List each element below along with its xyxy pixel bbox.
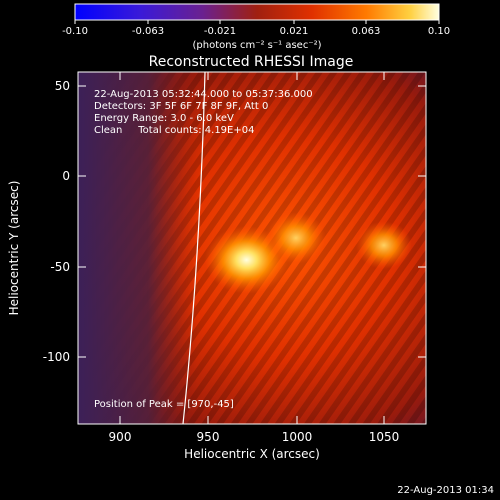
plot-title: Reconstructed RHESSI Image: [148, 54, 354, 70]
colorbar-tick-label: -0.10: [62, 26, 88, 37]
x-axis-ticks: [119, 72, 385, 424]
source-2: [265, 211, 326, 264]
y-tick-label: 50: [54, 79, 70, 93]
colorbar-units: (photons cm⁻² s⁻¹ asec⁻²): [192, 40, 322, 51]
source-3: [355, 221, 412, 270]
x-axis-label: Heliocentric X (arcsec): [184, 447, 320, 461]
plot-frame: [77, 71, 427, 425]
colorbar-tick-label: -0.063: [131, 26, 165, 37]
y-axis-label: Heliocentric Y (arcsec): [7, 180, 21, 316]
x-tick-label: 950: [196, 430, 220, 444]
image-panel: [78, 72, 426, 424]
colorbar-ticks: [74, 20, 440, 24]
y-axis-ticks: [78, 85, 426, 358]
x-tick-label: 900: [108, 430, 132, 444]
x-tick-label: 1050: [368, 430, 400, 444]
solar-limb-line: [182, 72, 206, 424]
colorbar-tick-label: -0.021: [203, 26, 237, 37]
peak-position-text: Position of Peak = [970,-45]: [94, 399, 234, 410]
colorbar: [74, 3, 440, 21]
detectors-text: Detectors: 3F 5F 6F 7F 8F 9F, Att 0: [94, 101, 269, 112]
footer-timestamp: 22-Aug-2013 01:34: [397, 485, 494, 496]
clean-counts-text: Clean Total counts: 4.19E+04: [94, 125, 255, 136]
colorbar-tick-label: 0.063: [351, 26, 381, 37]
colorbar-tick-label: 0.10: [427, 26, 451, 37]
y-tick-label: -50: [50, 260, 70, 274]
y-tick-label: -100: [42, 350, 70, 364]
colorbar-tick-label: 0.021: [279, 26, 309, 37]
y-tick-label: 0: [62, 169, 70, 183]
time-range-text: 22-Aug-2013 05:32:44.000 to 05:37:36.000: [94, 89, 313, 100]
energy-range-text: Energy Range: 3.0 - 6.0 keV: [94, 113, 234, 124]
x-tick-label: 1000: [281, 430, 313, 444]
